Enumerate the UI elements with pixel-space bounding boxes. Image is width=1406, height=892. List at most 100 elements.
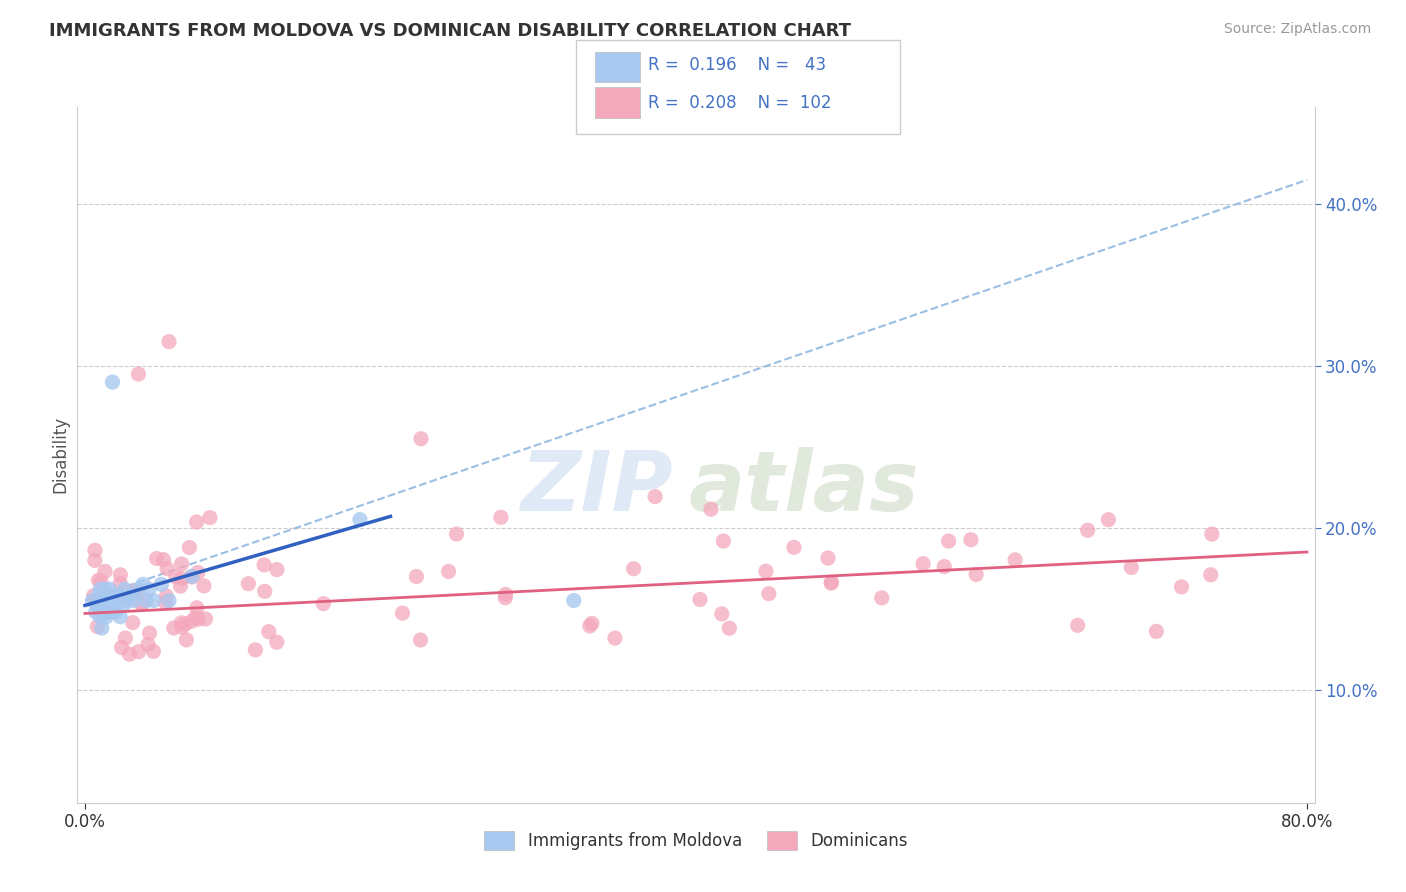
Point	[132, 577, 155, 591]
Point	[581, 616, 603, 631]
Point	[82, 593, 104, 607]
Point	[1066, 618, 1088, 632]
Point	[128, 645, 150, 659]
Point	[163, 621, 186, 635]
Text: ZIP: ZIP	[520, 447, 673, 528]
Point	[181, 570, 204, 584]
Point	[112, 599, 135, 613]
Point	[86, 619, 108, 633]
Point	[176, 632, 198, 647]
Point	[142, 593, 165, 607]
Point	[138, 626, 160, 640]
Point	[1077, 523, 1099, 537]
Point	[603, 631, 626, 645]
Point	[104, 599, 127, 613]
Point	[145, 551, 167, 566]
Point	[170, 572, 193, 586]
Point	[960, 533, 983, 547]
Point	[127, 584, 149, 599]
Point	[114, 582, 136, 597]
Point	[96, 609, 118, 624]
Point	[91, 605, 114, 619]
Point	[1199, 567, 1222, 582]
Point	[114, 631, 136, 645]
Point	[180, 569, 202, 583]
Text: R =  0.208    N =  102: R = 0.208 N = 102	[648, 94, 832, 112]
Point	[122, 587, 145, 601]
Point	[131, 596, 153, 610]
Point	[718, 621, 741, 635]
Point	[253, 584, 276, 599]
Point	[98, 593, 121, 607]
Point	[127, 367, 149, 381]
Point	[437, 565, 460, 579]
Point	[1170, 580, 1192, 594]
Point	[245, 643, 267, 657]
Point	[938, 534, 960, 549]
Point	[266, 563, 288, 577]
Point	[312, 597, 335, 611]
Point	[127, 582, 149, 597]
Point	[89, 609, 111, 624]
Text: IMMIGRANTS FROM MOLDOVA VS DOMINICAN DISABILITY CORRELATION CHART: IMMIGRANTS FROM MOLDOVA VS DOMINICAN DIS…	[49, 22, 851, 40]
Point	[755, 564, 778, 578]
Point	[870, 591, 893, 605]
Point	[494, 591, 516, 605]
Point	[187, 612, 209, 626]
Point	[94, 582, 117, 597]
Point	[820, 575, 842, 590]
Point	[170, 557, 193, 571]
Point	[84, 605, 107, 619]
Point	[184, 610, 207, 624]
Point	[117, 593, 139, 607]
Point	[644, 490, 666, 504]
Point	[107, 589, 129, 603]
Point	[156, 561, 179, 575]
Point	[111, 640, 134, 655]
Point	[489, 510, 512, 524]
Point	[1144, 624, 1167, 639]
Point	[253, 558, 276, 572]
Point	[170, 615, 193, 630]
Point	[110, 576, 132, 591]
Point	[1121, 560, 1143, 574]
Point	[157, 334, 180, 349]
Point	[89, 582, 111, 597]
Point	[405, 569, 427, 583]
Point	[98, 582, 121, 597]
Point	[138, 582, 160, 597]
Point	[86, 599, 108, 613]
Point	[391, 606, 413, 620]
Point	[257, 624, 280, 639]
Point	[409, 632, 432, 647]
Point	[108, 609, 131, 624]
Point	[198, 510, 221, 524]
Point	[266, 635, 288, 649]
Point	[349, 513, 371, 527]
Point	[689, 592, 711, 607]
Point	[155, 595, 177, 609]
Point	[562, 593, 585, 607]
Legend: Immigrants from Moldova, Dominicans: Immigrants from Moldova, Dominicans	[478, 824, 914, 857]
Point	[817, 551, 839, 566]
Point	[194, 612, 217, 626]
Point	[169, 579, 191, 593]
Point	[83, 553, 105, 567]
Text: R =  0.196    N =   43: R = 0.196 N = 43	[648, 56, 827, 74]
Point	[120, 589, 142, 603]
Point	[579, 619, 602, 633]
Point	[783, 541, 806, 555]
Point	[104, 605, 127, 619]
Point	[495, 587, 517, 601]
Point	[238, 576, 260, 591]
Point	[101, 599, 124, 613]
Point	[179, 541, 201, 555]
Point	[90, 621, 112, 635]
Point	[118, 647, 141, 661]
Point	[110, 567, 132, 582]
Point	[122, 593, 145, 607]
Point	[96, 589, 118, 603]
Point	[111, 593, 134, 607]
Point	[142, 644, 165, 658]
Point	[97, 599, 120, 613]
